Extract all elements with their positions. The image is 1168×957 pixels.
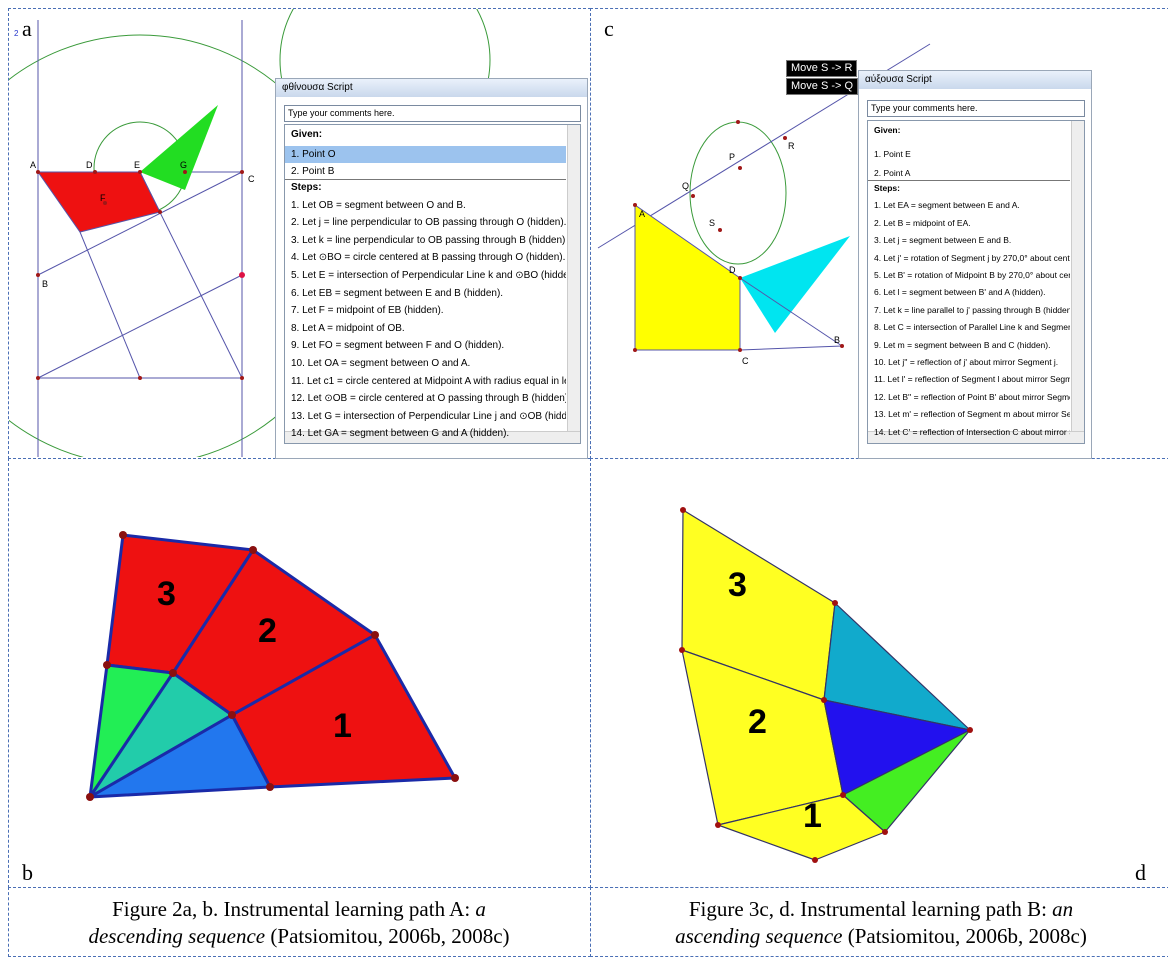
caption-text: (Patsiomitou, 2006b, 2008c) <box>842 924 1087 948</box>
panel-label: c <box>604 16 614 41</box>
point-label: R <box>788 141 795 151</box>
point-label: S <box>709 218 715 228</box>
button[interactable]: Move S -> R <box>786 60 858 77</box>
step-item: 8. Let A = midpoint of OB. <box>291 322 405 334</box>
step-item: 10. Let j'' = reflection of j' about mir… <box>874 357 1059 367</box>
caption-text: (Patsiomitou, 2006b, 2008c) <box>265 924 510 948</box>
step-item: 8. Let C = intersection of Parallel Line… <box>874 322 1070 333</box>
scrollbar <box>868 431 1084 443</box>
region-number: 1 <box>803 797 822 835</box>
button[interactable]: Move S -> Q <box>786 78 859 95</box>
caption-text: Figure 2a, b. Instrumental learning path… <box>112 897 476 921</box>
step-item: 2. Let j = line perpendicular to OB pass… <box>291 217 566 229</box>
step-item: 5. Let B' = rotation of Midpoint B by 27… <box>874 270 1070 280</box>
section-header: Given: <box>874 125 901 135</box>
point-label: A <box>639 209 645 219</box>
step-item: 3. Let j = segment between E and B. <box>874 235 1012 246</box>
step-item: 13. Let G = intersection of Perpendicula… <box>291 410 566 422</box>
panel-label: b <box>22 860 33 885</box>
caption-text: ascending sequence <box>675 924 843 948</box>
caption-text: an <box>1052 897 1074 921</box>
section-header: Steps: <box>291 182 322 193</box>
point-label: E <box>134 160 140 170</box>
geometry-a: 2 <box>9 9 491 457</box>
step-item: 12. Let ⊙OB = circle centered at O passi… <box>291 393 566 405</box>
script-list: Given: 1. Point E 2. Point A Steps: 1. Let E… <box>867 120 1085 444</box>
step-item: 11. Let c1 = circle centered at Midpoint… <box>291 375 566 387</box>
step-item: 6. Let EB = segment between E and B (hid… <box>291 287 504 299</box>
caption-text: descending sequence <box>88 924 266 948</box>
divider <box>868 180 1070 181</box>
step-item: 3. Let k = line perpendicular to OB pass… <box>291 234 566 246</box>
panel-label: a <box>22 16 32 41</box>
caption: Figure 2a, b. Instrumental learning path… <box>8 896 590 950</box>
step-item: 1. Let EA = segment between E and A. <box>874 200 1020 211</box>
figure-b <box>86 531 459 801</box>
step-item: 5. Let E = intersection of Perpendicular… <box>291 270 566 281</box>
scrollbar <box>1071 121 1084 443</box>
svg-text:2: 2 <box>14 29 19 38</box>
step-item: 9. Let m = segment between B and C (hidd… <box>874 339 1051 350</box>
point-label: B <box>834 335 840 345</box>
point-label: Q <box>682 181 689 191</box>
given-item: 2. Point A <box>874 168 911 178</box>
point-label: B <box>42 279 48 289</box>
region-number: 3 <box>157 575 176 613</box>
script-list: Given: 1. Point O 2. Point B Steps: 1. Let O… <box>284 124 581 444</box>
scrollbar <box>567 125 580 443</box>
point-label: C <box>248 174 255 184</box>
given-item: 2. Point B <box>291 166 335 177</box>
step-item: 6. Let l = segment between B' and A (hid… <box>874 287 1046 298</box>
region-number: 1 <box>333 707 352 745</box>
step-item: 9. Let FO = segment between F and O (hid… <box>291 340 505 352</box>
script-window: αύξουσα Script Type your comments here. Gi… <box>858 70 1092 459</box>
divider <box>285 179 566 180</box>
step-item: 14. Let GA = segment between G and A (hi… <box>291 428 510 440</box>
step-item: 2. Let B = midpoint of EA. <box>874 217 971 228</box>
region-number: 3 <box>728 566 747 604</box>
step-item: 7. Let k = line parallel to j' passing t… <box>874 304 1070 315</box>
point-label: G <box>180 160 187 170</box>
point-label: F <box>100 193 106 203</box>
section-header: Steps: <box>874 183 900 193</box>
comment-box: Type your comments here. <box>284 105 581 122</box>
scrollbar <box>285 431 580 443</box>
window-title: αύξουσα Script <box>859 71 1091 89</box>
region-number: 2 <box>258 612 277 650</box>
comment-box: Type your comments here. <box>867 100 1085 117</box>
point-label: D <box>86 160 93 170</box>
panel-label: d <box>1135 860 1146 885</box>
point-label: C <box>742 356 749 366</box>
step-item: 4. Let ⊙BO = circle centered at B passin… <box>291 252 566 264</box>
step-item: 10. Let OA = segment between O and A. <box>291 358 471 369</box>
section-header: Given: <box>291 129 323 140</box>
given-item: 1. Point E <box>874 148 911 159</box>
script-window: φθίνουσα Script Type your comments here. G… <box>275 78 588 459</box>
step-item: 12. Let B'' = reflection of Point B' abo… <box>874 391 1070 402</box>
caption: Figure 3c, d. Instrumental learning path… <box>590 896 1168 950</box>
figure-d <box>679 507 973 863</box>
geometry-c <box>597 43 931 352</box>
point-label: A <box>30 160 36 170</box>
step-item: 13. Let m' = reflection of Segment m abo… <box>874 409 1070 420</box>
step-item: 14. Let C' = reflection of Intersection … <box>874 426 1070 437</box>
step-item: 1. Let OB = segment between O and B. <box>291 199 466 211</box>
step-item: 4. Let j' = rotation of Segment j by 270… <box>874 252 1070 263</box>
window-title: φθίνουσα Script <box>276 79 587 97</box>
step-item: 7. Let F = midpoint of EB (hidden). <box>291 305 444 317</box>
caption-text: Figure 3c, d. Instrumental learning path… <box>688 897 1053 921</box>
given-item: 1. Point O <box>285 146 566 163</box>
step-item: 11. Let l' = reflection of Segment l abo… <box>874 374 1070 385</box>
point-label: P <box>729 152 735 162</box>
point-label: D <box>729 265 736 275</box>
region-number: 2 <box>748 703 767 741</box>
caption-text: a <box>475 897 486 921</box>
